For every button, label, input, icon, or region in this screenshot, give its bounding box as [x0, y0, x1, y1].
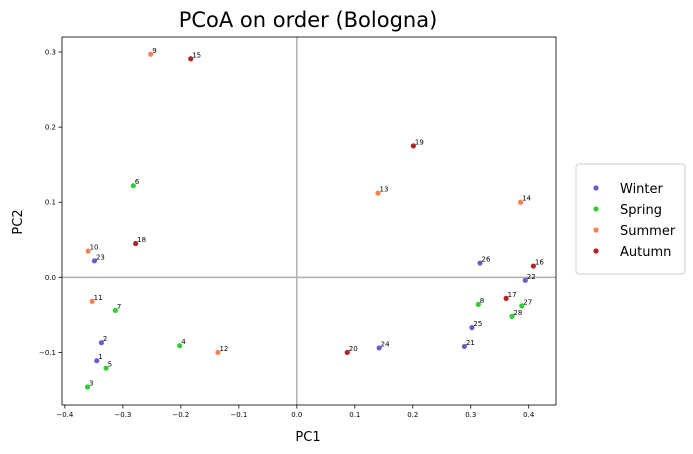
point-label: 27	[523, 298, 532, 306]
data-point	[519, 303, 525, 309]
legend-label: Autumn	[620, 245, 671, 260]
x-tick-label: −0.3	[114, 411, 131, 419]
data-point	[376, 345, 382, 351]
data-point	[177, 343, 183, 349]
point-label: 9	[152, 47, 156, 55]
point-label: 7	[117, 303, 121, 311]
series-autumn: 15 16 17 18 19 20	[133, 51, 544, 356]
point-label: 16	[535, 259, 544, 267]
point-label: 18	[137, 236, 146, 244]
data-point	[530, 263, 536, 269]
data-point	[477, 260, 483, 266]
legend-label: Summer	[620, 224, 676, 239]
point-label: 13	[379, 186, 388, 194]
x-tick-label: 0.4	[523, 411, 535, 419]
x-tick-label: 0.2	[407, 411, 418, 419]
y-tick-label: 0.3	[45, 49, 56, 57]
point-label: 12	[219, 345, 228, 353]
data-point	[188, 56, 194, 62]
legend-box	[575, 163, 686, 275]
point-label: 26	[482, 256, 491, 264]
x-axis-label: PC1	[295, 430, 320, 445]
data-point	[112, 307, 118, 313]
data-point	[518, 199, 524, 205]
point-label: 11	[94, 294, 103, 302]
point-label: 3	[89, 379, 93, 387]
data-point	[84, 384, 91, 390]
y-axis-label: PC2	[11, 209, 26, 234]
data-point	[91, 258, 98, 264]
data-point	[148, 51, 154, 57]
data-point	[469, 325, 475, 331]
chart-title: PCoA on order (Bologna)	[179, 8, 438, 32]
data-point	[410, 143, 416, 149]
x-tick-label: −0.1	[230, 411, 247, 419]
point-label: 4	[181, 338, 186, 346]
data-point	[375, 190, 381, 196]
legend-marker	[593, 248, 599, 254]
point-label: 1	[98, 353, 102, 361]
point-label: 23	[96, 253, 105, 261]
point-label: 14	[522, 195, 531, 203]
plot-area: −0.4 −0.3 −0.2 −0.1 0.0 0.1 0.2 0.3 0.4 −0.1 0.0 0.…	[39, 36, 557, 419]
point-label: 19	[415, 138, 424, 146]
data-point	[94, 358, 100, 364]
legend-marker	[593, 206, 599, 212]
point-label: 17	[508, 291, 517, 299]
x-tick-label: −0.2	[172, 411, 189, 419]
data-point	[509, 313, 515, 319]
x-tick-label: −0.4	[56, 411, 74, 419]
point-label: 15	[192, 51, 201, 59]
point-label: 21	[466, 339, 475, 347]
series-summer: 9 10 11 12 13 14	[85, 47, 532, 356]
point-label: 2	[103, 335, 107, 343]
point-label: 25	[473, 320, 482, 328]
x-tick-label: 0.3	[465, 411, 476, 419]
data-point	[344, 349, 350, 356]
data-point	[475, 301, 481, 307]
data-point	[133, 240, 139, 247]
point-label: 5	[108, 361, 112, 369]
data-point	[503, 295, 509, 301]
y-tick-label: 0.1	[45, 199, 56, 207]
point-label: 24	[381, 340, 390, 348]
legend-marker	[593, 227, 599, 233]
point-label: 20	[349, 345, 358, 353]
data-point	[89, 298, 95, 304]
y-tick-label: 0.2	[45, 124, 56, 132]
x-tick-label: 0.0	[291, 411, 302, 419]
point-label: 10	[90, 244, 99, 252]
data-point	[522, 277, 528, 283]
legend-label: Spring	[620, 203, 662, 218]
data-point	[98, 340, 105, 346]
data-point	[103, 365, 109, 371]
legend-marker	[593, 185, 599, 191]
plot-frame	[61, 36, 557, 406]
data-point	[461, 343, 467, 350]
legend-label: Winter	[620, 182, 664, 197]
point-label: 8	[480, 297, 484, 305]
legend: Winter Spring Summer Autumn	[575, 163, 686, 275]
data-point	[130, 183, 136, 189]
point-label: 28	[513, 309, 522, 317]
data-point	[85, 248, 91, 254]
point-label: 6	[135, 178, 140, 186]
point-label: 22	[527, 273, 536, 281]
data-point	[215, 349, 221, 356]
y-tick-label: −0.1	[39, 349, 56, 357]
y-tick-label: 0.0	[45, 274, 56, 282]
x-tick-label: 0.1	[349, 411, 360, 419]
